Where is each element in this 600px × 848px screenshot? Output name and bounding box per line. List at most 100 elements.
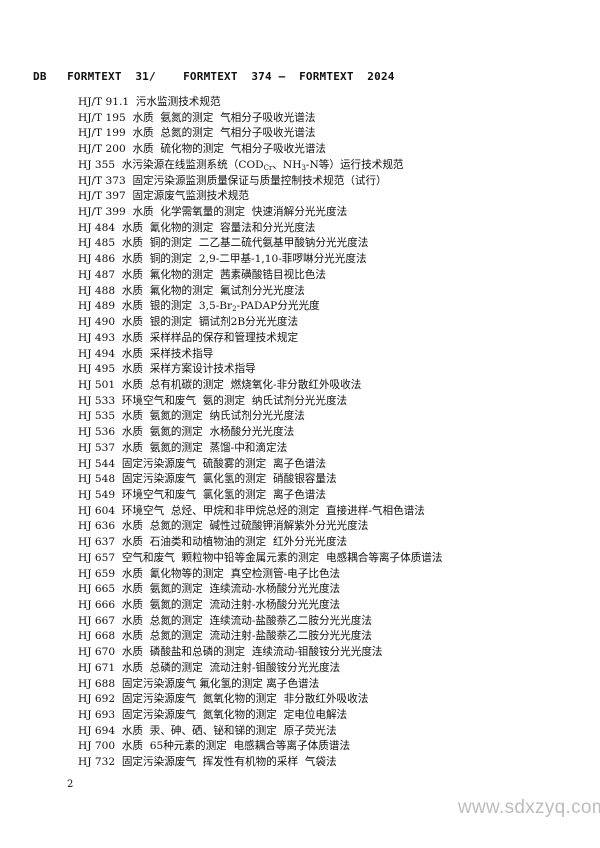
standard-title: 固定污染源废气 硫酸雾的测定 离子色谱法 [115, 458, 326, 470]
list-item: HJ 666 水质 氨氮的测定 流动注射-水杨酸分光光度法 [78, 598, 443, 614]
title-text: 固定污染源废气 氟化氢的测定 离子色谱法 [115, 677, 320, 690]
standard-title: 水质 银的测定 3,5-Br2-PADAP分光光度 [115, 300, 320, 314]
list-item: HJ 604 环境空气 总烃、甲烷和非甲烷总烃的测定 直接进样-气相色谱法 [78, 504, 443, 520]
standard-code: HJ 694 [78, 724, 116, 737]
standard-title: 水质 采样技术指导 [115, 348, 214, 360]
standard-code: HJ 637 [78, 536, 116, 549]
title-text: 水质 汞、砷、硒、铋和锑的测定 原子荧光法 [115, 724, 337, 737]
standard-code: HJ 537 [78, 441, 116, 454]
list-item: HJ 355 水污染源在线监测系统（CODCr、NH3-N等）运行技术规范 [78, 158, 443, 174]
list-item: HJ 489 水质 银的测定 3,5-Br2-PADAP分光光度 [78, 299, 443, 315]
standard-code: HJ 493 [78, 331, 116, 344]
list-item: HJ/T 373 固定污染源监测质量保证与质量控制技术规范（试行） [78, 174, 443, 190]
standard-title: 水质 化学需氧量的测定 快速消解分光光度法 [126, 206, 347, 218]
standard-code: HJ 548 [78, 473, 116, 486]
standard-code: HJ/T 200 [78, 143, 126, 156]
list-item: HJ 637 水质 石油类和动植物油的测定 红外分光光度法 [78, 535, 443, 551]
standard-title: 环境空气 总烃、甲烷和非甲烷总烃的测定 直接进样-气相色谱法 [115, 505, 425, 517]
standard-title: 水质 氟化物的测定 氟试剂分光光度法 [115, 285, 305, 297]
title-text: 水质 铜的测定 二乙基二硫代氨基甲酸钠分光光度法 [115, 237, 369, 250]
watermark: www.sdxzyq.com [458, 797, 600, 818]
standard-title: 空气和废气 颗粒物中铅等金属元素的测定 电感耦合等离子体质谱法 [115, 551, 443, 564]
list-item: HJ 485 水质 铜的测定 二乙基二硫代氨基甲酸钠分光光度法 [78, 236, 443, 252]
standard-code: HJ 489 [78, 300, 116, 313]
standard-title: 固定污染源监测质量保证与质量控制技术规范（试行） [126, 175, 386, 187]
standard-code: HJ 549 [78, 488, 116, 501]
standard-code: HJ 355 [78, 158, 116, 171]
list-item: HJ 535 水质 氨氮的测定 纳氏试剂分光光度法 [78, 409, 443, 425]
standard-title: 水质 氰化物的测定 容量法和分光光度法 [115, 221, 316, 234]
standard-code: HJ 486 [78, 253, 116, 266]
list-item: HJ 693 固定污染源废气 氮氧化物的测定 定电位电解法 [78, 708, 443, 724]
standard-title: 水质 铜的测定 二乙基二硫代氨基甲酸钠分光光度法 [115, 237, 369, 250]
title-text: 水质 采样样品的保存和管理技术规定 [115, 331, 299, 344]
standard-code: HJ/T 91.1 [78, 96, 130, 108]
list-item: HJ 667 水质 总氮的测定 连续流动-盐酸萘乙二胺分光光度法 [78, 614, 443, 630]
list-item: HJ 688 固定污染源废气 氟化氢的测定 离子色谱法 [78, 677, 443, 693]
standard-code: HJ 700 [78, 740, 116, 753]
standard-title: 水质 汞、砷、硒、铋和锑的测定 原子荧光法 [115, 724, 337, 737]
standard-code: HJ 487 [78, 268, 116, 281]
title-text: 水质 氨氮的测定 流动注射-水杨酸分光光度法 [115, 599, 341, 611]
standard-code: HJ 692 [78, 693, 116, 706]
standard-title: 污水监测技术规范 [129, 96, 221, 108]
standard-title: 水质 总磷的测定 流动注射-钼酸铵分光光度法 [115, 662, 340, 674]
standard-title: 固定污染源废气 挥发性有机物的采样 气袋法 [115, 756, 337, 768]
list-item: HJ 533 环境空气和废气 氨的测定 纳氏试剂分光光度法 [78, 394, 443, 410]
standard-code: HJ 693 [78, 709, 116, 722]
standard-title: 水质 总氮的测定 连续流动-盐酸萘乙二胺分光光度法 [115, 615, 372, 627]
standard-code: HJ 488 [78, 284, 116, 297]
title-text: 水质 采样方案设计技术指导 [115, 363, 256, 376]
title-text: 水质 总氮的测定 流动注射-盐酸萘乙二胺分光光度法 [115, 630, 372, 643]
standard-title: 水质 磷酸盐和总磷的测定 连续流动-钼酸铵分光光度法 [115, 646, 383, 658]
standard-title: 水质 采样方案设计技术指导 [115, 363, 256, 375]
standard-code: HJ 688 [78, 677, 116, 690]
standard-code: HJ 533 [78, 394, 116, 407]
list-item: HJ 732 固定污染源废气 挥发性有机物的采样 气袋法 [78, 755, 443, 771]
list-item: HJ 487 水质 氟化物的测定 茜素磺酸锆目视比色法 [78, 268, 443, 284]
standard-code: HJ 490 [78, 316, 116, 329]
list-item: HJ 501 水质 总有机碳的测定 燃烧氧化-非分散红外吸收法 [78, 378, 443, 394]
standard-code: HJ 657 [78, 551, 116, 564]
document-header: DB FORMTEXT 31/ FORMTEXT 374 — FORMTEXT … [33, 70, 395, 83]
page-number: 2 [67, 779, 74, 790]
subscript: Cr [263, 163, 273, 172]
standard-code: HJ 732 [78, 756, 116, 769]
title-text: 水质 化学需氧量的测定 快速消解分光光度法 [125, 206, 348, 219]
title-text: 水质 银的测定 3,5-Br [115, 300, 233, 313]
subscript: 2 [232, 305, 237, 314]
title-text: 环境空气和废气 氨的测定 纳氏试剂分光光度法 [115, 394, 348, 407]
title-text: 水质 总氮的测定 碱性过硫酸钾消解紫外分光光度法 [115, 520, 369, 533]
list-item: HJ/T 199 水质 总氮的测定 气相分子吸收光谱法 [78, 126, 443, 142]
title-text: 水质 氰化物的测定 容量法和分光光度法 [115, 221, 316, 234]
title-text: 水质 氟化物的测定 茜素磺酸锆目视比色法 [115, 268, 326, 281]
list-item: HJ 636 水质 总氮的测定 碱性过硫酸钾消解紫外分光光度法 [78, 519, 443, 535]
list-item: HJ 659 水质 氰化物等的测定 真空检测管-电子比色法 [78, 567, 443, 583]
title-text: 固定污染源废气 氮氧化物的测定 非分散红外吸收法 [115, 693, 369, 706]
list-item: HJ 544 固定污染源废气 硫酸雾的测定 离子色谱法 [78, 457, 443, 473]
standard-title: 固定污染源废气 氯化氢的测定 硝酸银容量法 [115, 473, 337, 486]
standard-code: HJ 485 [78, 237, 116, 250]
title-text: 固定污染源废气 氯化氢的测定 硝酸银容量法 [115, 473, 337, 486]
list-item: HJ 486 水质 铜的测定 2,9-二甲基-1,10-菲啰啉分光光度法 [78, 252, 443, 268]
title-text: 水质 石油类和动植物油的测定 红外分光光度法 [115, 536, 348, 549]
standard-code: HJ 667 [78, 614, 116, 627]
standards-list: HJ/T 91.1 污水监测技术规范 HJ/T 195 水质 氨氮的测定 气相分子… [78, 95, 443, 771]
standard-code: HJ 666 [78, 599, 116, 611]
standard-title: 水质 总氮的测定 流动注射-盐酸萘乙二胺分光光度法 [115, 630, 372, 642]
list-item: HJ 671 水质 总磷的测定 流动注射-钼酸铵分光光度法 [78, 661, 443, 677]
list-item: HJ/T 397 固定源废气监测技术规范 [78, 189, 443, 205]
title-text: 污水监测技术规范 [129, 96, 221, 108]
list-item: HJ/T 200 水质 硫化物的测定 气相分子吸收光谱法 [78, 142, 443, 158]
standard-code: HJ 535 [78, 410, 116, 423]
list-item: HJ 537 水质 氨氮的测定 蒸馏-中和滴定法 [78, 441, 443, 457]
standard-code: HJ/T 397 [78, 190, 126, 203]
title-text: 水质 氰化物等的测定 真空检测管-电子比色法 [115, 567, 341, 580]
list-item: HJ 700 水质 65种元素的测定 电感耦合等离子体质谱法 [78, 739, 443, 755]
standard-title: 水质 银的测定 镉试剂2B分光光度法 [115, 316, 298, 328]
title-text: 水质 银的测定 镉试剂2B分光光度法 [115, 316, 299, 329]
title-text: 水质 氨氮的测定 水杨酸分光光度法 [115, 426, 295, 439]
standard-code: HJ/T 399 [78, 206, 126, 219]
list-item: HJ 657 空气和废气 颗粒物中铅等金属元素的测定 电感耦合等离子体质谱法 [78, 551, 443, 567]
title-text: 空气和废气 颗粒物中铅等金属元素的测定 电感耦合等离子体质谱法 [115, 551, 443, 564]
